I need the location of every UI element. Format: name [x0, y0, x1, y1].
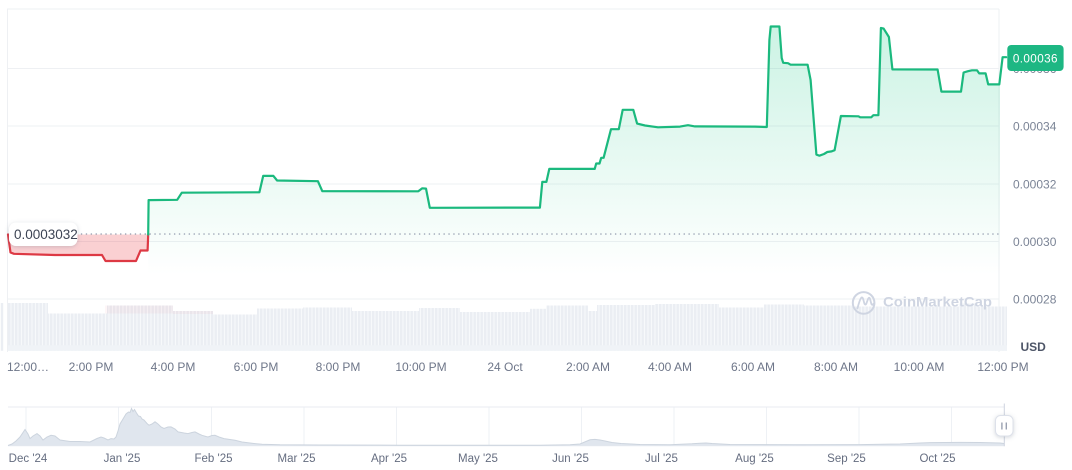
svg-text:Dec '24: Dec '24: [9, 453, 48, 465]
svg-text:Mar '25: Mar '25: [278, 453, 316, 465]
svg-text:0.00032: 0.00032: [1013, 178, 1057, 192]
svg-text:4:00 AM: 4:00 AM: [648, 360, 692, 374]
svg-text:4:00 PM: 4:00 PM: [151, 360, 196, 374]
svg-text:10:00 AM: 10:00 AM: [894, 360, 945, 374]
svg-text:2:00 AM: 2:00 AM: [566, 360, 610, 374]
svg-text:12:00…: 12:00…: [7, 360, 49, 374]
svg-text:Jun '25: Jun '25: [552, 453, 589, 465]
svg-text:Jan '25: Jan '25: [104, 453, 141, 465]
svg-text:8:00 AM: 8:00 AM: [814, 360, 858, 374]
svg-text:0.00036: 0.00036: [1013, 52, 1058, 65]
svg-text:10:00 PM: 10:00 PM: [395, 360, 446, 374]
svg-text:CoinMarketCap: CoinMarketCap: [883, 295, 992, 310]
svg-text:Sep '25: Sep '25: [827, 453, 866, 465]
svg-text:Apr '25: Apr '25: [371, 453, 407, 465]
svg-text:0.0003032: 0.0003032: [14, 227, 78, 242]
svg-text:12:00 PM: 12:00 PM: [977, 360, 1028, 374]
svg-text:0.00028: 0.00028: [1013, 293, 1057, 307]
svg-text:6:00 PM: 6:00 PM: [234, 360, 279, 374]
svg-text:24 Oct: 24 Oct: [487, 360, 523, 374]
svg-text:Jul '25: Jul '25: [645, 453, 678, 465]
svg-text:2:00 PM: 2:00 PM: [69, 360, 114, 374]
svg-text:May '25: May '25: [458, 453, 498, 465]
svg-text:Feb '25: Feb '25: [195, 453, 233, 465]
svg-text:8:00 PM: 8:00 PM: [316, 360, 361, 374]
svg-text:6:00 AM: 6:00 AM: [731, 360, 775, 374]
svg-text:USD: USD: [1021, 340, 1047, 354]
svg-text:Oct '25: Oct '25: [919, 453, 955, 465]
svg-text:Aug '25: Aug '25: [735, 453, 774, 465]
svg-text:0.00030: 0.00030: [1013, 235, 1057, 249]
svg-text:0.00034: 0.00034: [1013, 120, 1057, 134]
